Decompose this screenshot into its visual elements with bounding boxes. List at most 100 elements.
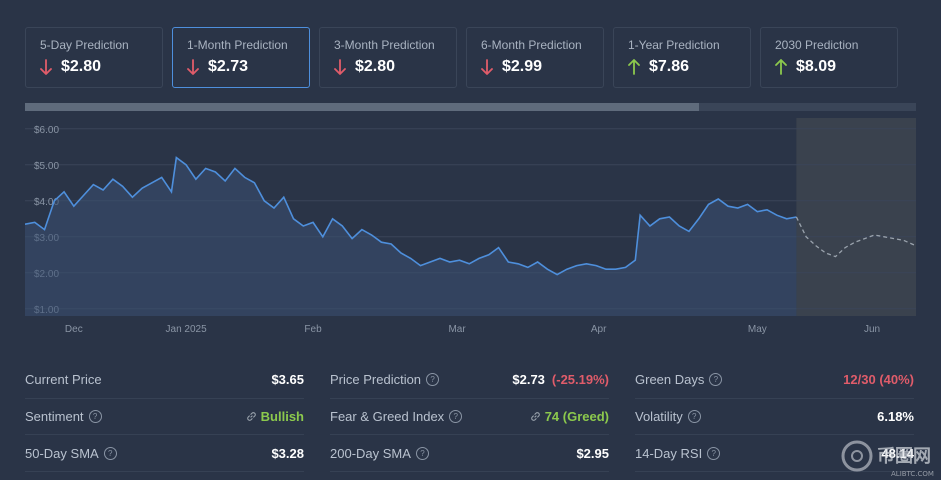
stat-label: Fear & Greed Index? xyxy=(330,409,463,425)
x-tick-label: Apr xyxy=(591,324,607,335)
prediction-card-value: $2.73 xyxy=(208,58,249,75)
prediction-card-label: 6-Month Prediction xyxy=(481,38,582,52)
prediction-card-row: $2.80 xyxy=(40,58,162,76)
prediction-card[interactable]: 6-Month Prediction $2.99 xyxy=(466,27,604,88)
stats-row: Sentiment? Bullish Fear & Greed Index? 74 (… xyxy=(25,399,916,436)
forecast-region xyxy=(796,118,916,316)
stat-value-text: 48.14 xyxy=(881,445,914,461)
prediction-card[interactable]: 2030 Prediction $8.09 xyxy=(760,27,898,88)
stat-value[interactable]: 74 (Greed) xyxy=(530,409,609,424)
price-line xyxy=(25,156,797,276)
stat-value[interactable]: Bullish xyxy=(246,409,304,424)
stat-label-text: Volatility xyxy=(635,409,683,425)
prediction-card-value: $7.86 xyxy=(649,58,690,75)
prediction-card-label: 3-Month Prediction xyxy=(334,38,435,52)
stat-value-text: 12/30 (40%) xyxy=(843,372,914,388)
watermark-text: 币圈网 xyxy=(877,446,931,467)
help-icon[interactable]: ? xyxy=(709,373,723,387)
prediction-card-row: $8.09 xyxy=(775,58,897,76)
stat-label: Price Prediction? xyxy=(330,372,440,388)
arrow-down-icon xyxy=(334,59,346,75)
stats-table: Current Price $3.65 Price Prediction? $2.73… xyxy=(25,362,916,473)
arrow-down-icon xyxy=(187,59,199,75)
arrow-up-icon xyxy=(628,59,640,75)
stat-label: Sentiment? xyxy=(25,409,102,424)
help-icon[interactable]: ? xyxy=(88,410,102,424)
stat-item: Current Price $3.65 xyxy=(25,362,304,399)
range-scrollbar-thumb[interactable] xyxy=(25,103,699,111)
stats-row: 50-Day SMA? $3.28 200-Day SMA? $2.95 14-Day … xyxy=(25,435,916,473)
help-icon[interactable]: ? xyxy=(687,410,701,424)
stat-label: Current Price xyxy=(25,372,102,387)
stat-value-text: 74 (Greed) xyxy=(544,409,609,425)
stat-label-text: Current Price xyxy=(25,372,102,388)
stat-item: Fear & Greed Index? 74 (Greed) xyxy=(330,399,609,436)
prediction-card-label: 1-Year Prediction xyxy=(628,38,720,52)
watermark-subtext: ALIBTC.COM xyxy=(891,470,934,478)
stat-value-text: $2.73 xyxy=(512,372,545,388)
stat-label-text: Fear & Greed Index xyxy=(330,409,445,425)
prediction-card-row: $7.86 xyxy=(628,58,750,76)
stat-value: 12/30 (40%) xyxy=(843,372,914,387)
stat-label-text: Green Days xyxy=(635,372,705,388)
stat-label: Green Days? xyxy=(635,372,723,388)
stat-value-change: (-25.19%) xyxy=(551,372,609,388)
arrow-down-icon xyxy=(481,59,493,75)
help-icon[interactable]: ? xyxy=(449,410,463,424)
stat-item: 200-Day SMA? $2.95 xyxy=(330,435,609,473)
arrow-down-icon xyxy=(40,59,52,75)
prediction-card[interactable]: 5-Day Prediction $2.80 xyxy=(25,27,163,88)
help-icon[interactable]: ? xyxy=(415,446,429,460)
stat-value: $2.95 xyxy=(576,446,609,461)
prediction-card[interactable]: 3-Month Prediction $2.80 xyxy=(319,27,457,88)
stat-value: $3.28 xyxy=(271,446,304,461)
stat-value: $2.73 (-25.19%) xyxy=(512,372,609,387)
prediction-card-label: 5-Day Prediction xyxy=(40,38,129,52)
prediction-card[interactable]: 1-Month Prediction $2.73 xyxy=(172,27,310,88)
prediction-card-value: $8.09 xyxy=(796,58,837,75)
stat-label-text: 50-Day SMA xyxy=(25,445,99,461)
stats-row: Current Price $3.65 Price Prediction? $2.73… xyxy=(25,362,916,399)
stat-item: Volatility? 6.18% xyxy=(635,399,914,436)
help-icon[interactable]: ? xyxy=(103,446,117,460)
x-tick-label: Feb xyxy=(304,324,322,335)
x-tick-label: Dec xyxy=(65,324,83,335)
help-icon[interactable]: ? xyxy=(707,446,721,460)
forecast-line xyxy=(795,216,916,258)
x-tick-label: May xyxy=(748,324,767,335)
prediction-card-row: $2.99 xyxy=(481,58,603,76)
stat-value-text: $3.65 xyxy=(271,372,304,388)
stat-label-text: 14-Day RSI xyxy=(635,445,703,461)
stat-label: 50-Day SMA? xyxy=(25,446,117,461)
stat-value: 6.18% xyxy=(877,409,914,424)
prediction-card-row: $2.80 xyxy=(334,58,456,76)
prediction-card-value: $2.99 xyxy=(502,58,543,75)
prediction-card-value: $2.80 xyxy=(355,58,396,75)
x-tick-label: Jun xyxy=(864,324,880,335)
stat-label-text: Sentiment xyxy=(25,409,84,425)
prediction-card[interactable]: 1-Year Prediction $7.86 xyxy=(613,27,751,88)
prediction-card-label: 2030 Prediction xyxy=(775,38,859,52)
prediction-card-value: $2.80 xyxy=(61,58,102,75)
stat-value-text: 6.18% xyxy=(877,409,914,425)
stat-item: Green Days? 12/30 (40%) xyxy=(635,362,914,399)
stat-label-text: Price Prediction xyxy=(330,372,422,388)
link-icon xyxy=(530,412,540,421)
stat-value-text: $3.28 xyxy=(271,445,304,461)
help-icon[interactable]: ? xyxy=(426,373,440,387)
prediction-card-row: $2.73 xyxy=(187,58,309,76)
stat-item: 14-Day RSI? 48.14 xyxy=(635,435,914,473)
range-scrollbar[interactable] xyxy=(25,103,916,111)
prediction-card-label: 1-Month Prediction xyxy=(187,38,288,52)
x-tick-label: Mar xyxy=(448,324,466,335)
stat-value-text: Bullish xyxy=(260,409,304,425)
stat-label: 14-Day RSI? xyxy=(635,445,721,461)
stat-value: 48.14 xyxy=(881,446,914,461)
y-tick-label: $5.00 xyxy=(34,161,59,172)
price-area xyxy=(25,157,797,316)
link-icon xyxy=(246,412,256,421)
y-tick-label: $6.00 xyxy=(34,125,59,136)
y-tick-label: $4.00 xyxy=(34,197,59,208)
watermark-logo: 币圈网 ALIBTC.COM xyxy=(841,440,934,478)
